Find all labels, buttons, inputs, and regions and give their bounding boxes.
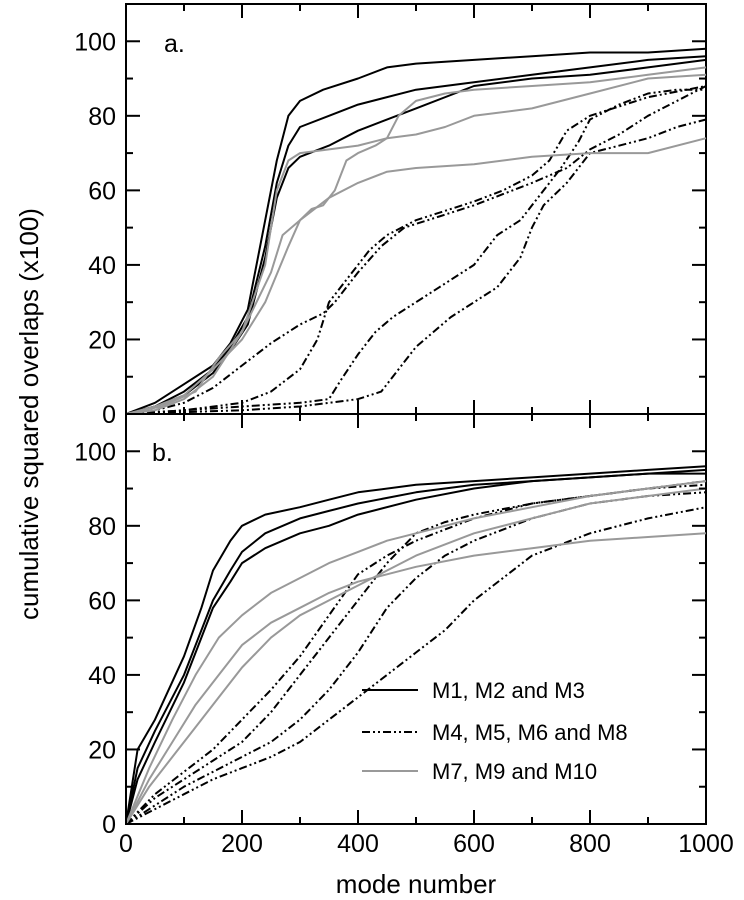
panel-a-series-line-10 bbox=[125, 73, 707, 415]
xtick-label: 800 bbox=[569, 830, 611, 858]
panel-a-series-line-4 bbox=[125, 85, 707, 415]
panel-b-ytick-label: 0 bbox=[102, 811, 116, 839]
panel-a-ytick-label: 0 bbox=[102, 401, 116, 429]
panel-a-ytick-label: 100 bbox=[74, 28, 116, 56]
panel-a-series-line-7 bbox=[125, 118, 707, 415]
panel-a-series-line-3 bbox=[125, 58, 707, 415]
panel-a-label: a. bbox=[164, 30, 185, 58]
panel-b-series-line-3 bbox=[125, 472, 706, 825]
xtick-label: 600 bbox=[453, 830, 495, 858]
xtick-label: 0 bbox=[119, 830, 133, 858]
panel-b-series-line-9 bbox=[125, 532, 707, 825]
panel-b-series-line-6 bbox=[125, 491, 707, 825]
panel-b-ytick-label: 20 bbox=[88, 736, 116, 764]
y-tick-labels: 0 20 40 60 80 100 0 20 40 60 80 100 bbox=[74, 28, 116, 839]
legend: M1, M2 and M3 M4, M5, M6 and M8 M7, M9 a… bbox=[362, 678, 628, 784]
legend-label-m1-m2-m3: M1, M2 and M3 bbox=[432, 678, 585, 703]
panel-b-ytick-label: 40 bbox=[88, 662, 116, 690]
y-axis-title: cumulative squared overlaps (x100) bbox=[14, 208, 44, 620]
panel-a-ticks bbox=[125, 4, 707, 415]
panel-b-ytick-label: 60 bbox=[88, 587, 116, 615]
xtick-label: 400 bbox=[337, 830, 379, 858]
panel-b-ytick-label: 100 bbox=[74, 438, 116, 466]
panel-b-series-line-8 bbox=[125, 480, 707, 825]
panel-b-ticks bbox=[125, 414, 707, 825]
panel-b-label: b. bbox=[152, 439, 173, 467]
panel-a-series-line-6 bbox=[125, 88, 706, 415]
panel-b: b. bbox=[125, 413, 707, 825]
x-tick-labels: 0 200 400 600 800 1000 bbox=[119, 830, 734, 858]
panel-a-series-line-8 bbox=[125, 66, 707, 415]
panel-a-ytick-label: 20 bbox=[88, 326, 116, 354]
panel-a: a. bbox=[125, 3, 707, 415]
panel-a-series-line-1 bbox=[125, 47, 707, 415]
xtick-label: 200 bbox=[221, 830, 263, 858]
panel-a-series-line-5 bbox=[125, 85, 707, 415]
panel-b-series-line-4 bbox=[125, 480, 707, 825]
panel-a-ytick-label: 60 bbox=[88, 177, 116, 205]
panel-b-series-line-1 bbox=[125, 465, 707, 825]
panel-a-frame bbox=[125, 3, 707, 415]
panel-a-series-line-2 bbox=[125, 55, 707, 415]
legend-label-m4-m5-m6-m8: M4, M5, M6 and M8 bbox=[432, 720, 628, 745]
panel-a-ytick-label: 40 bbox=[88, 252, 116, 280]
panel-a-ytick-label: 80 bbox=[88, 103, 116, 131]
panel-b-series-line-10 bbox=[125, 487, 707, 825]
xtick-label: 1000 bbox=[678, 830, 734, 858]
panel-a-series-line-9 bbox=[125, 137, 707, 415]
panel-b-series bbox=[125, 465, 707, 825]
x-axis-title: mode number bbox=[336, 869, 497, 899]
panel-b-series-line-5 bbox=[125, 483, 707, 825]
legend-label-m7-m9-m10: M7, M9 and M10 bbox=[432, 759, 597, 784]
panel-b-ytick-label: 80 bbox=[88, 513, 116, 541]
panel-a-series bbox=[125, 47, 707, 415]
panel-b-series-line-7 bbox=[125, 506, 707, 825]
